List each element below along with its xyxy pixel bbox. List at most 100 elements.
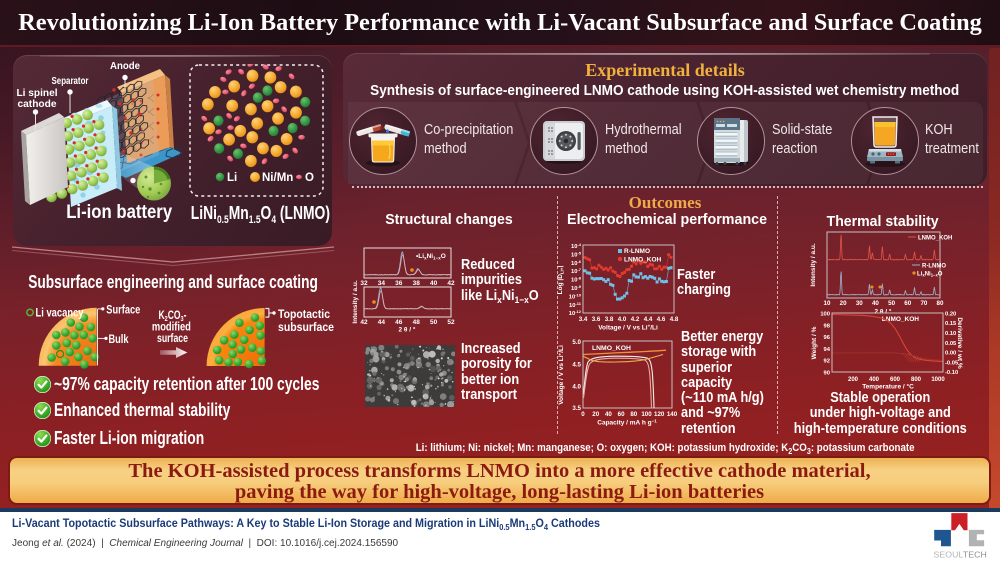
svg-text:98: 98	[824, 323, 831, 329]
svg-text:42: 42	[447, 280, 455, 287]
svg-text:10-6: 10-6	[571, 259, 582, 267]
svg-text:3.5: 3.5	[572, 405, 581, 412]
svg-text:Anode: Anode	[110, 60, 140, 72]
svg-text:Capacity / mA h g−1: Capacity / mA h g−1	[597, 419, 657, 427]
svg-text:800: 800	[911, 377, 922, 383]
svg-text:LixNi1−xO: LixNi1−xO	[917, 272, 943, 278]
svg-text:0.20: 0.20	[945, 312, 956, 318]
svg-text:200: 200	[848, 377, 859, 383]
svg-text:100: 100	[641, 411, 652, 418]
svg-text:10-8: 10-8	[571, 276, 582, 284]
svg-text:LNMO_KOH: LNMO_KOH	[592, 345, 631, 352]
svg-text:20: 20	[592, 411, 599, 418]
svg-text:0.00: 0.00	[945, 351, 956, 357]
svg-text:10-5: 10-5	[571, 250, 582, 258]
svg-text:K2CO3-: K2CO3-	[159, 310, 187, 323]
svg-text:20: 20	[840, 300, 847, 307]
svg-text:Bulk: Bulk	[109, 332, 129, 346]
svg-text:R-LNMO: R-LNMO	[922, 264, 946, 270]
svg-text:Intensity / a.u.: Intensity / a.u.	[352, 280, 359, 324]
svg-text:92: 92	[824, 359, 830, 365]
svg-text:80: 80	[630, 411, 637, 418]
svg-text:80: 80	[937, 300, 944, 307]
svg-text:2 θ / °: 2 θ / °	[399, 326, 416, 333]
svg-text:140: 140	[667, 411, 678, 418]
svg-text:Voltage / V vs Li+/Li: Voltage / V vs Li+/Li	[558, 345, 566, 405]
svg-text:Weight / %: Weight / %	[811, 326, 818, 359]
svg-text:4.2: 4.2	[631, 316, 640, 323]
svg-text:400: 400	[869, 377, 880, 383]
svg-text:40: 40	[430, 280, 438, 287]
svg-text:5.0: 5.0	[572, 339, 581, 346]
svg-text:50: 50	[888, 300, 895, 307]
svg-text:4.6: 4.6	[657, 316, 666, 323]
svg-text:120: 120	[654, 411, 665, 418]
svg-text:2 θ / °: 2 θ / °	[875, 308, 892, 316]
svg-text:3.4: 3.4	[579, 316, 588, 323]
svg-text:10-4: 10-4	[571, 242, 582, 250]
svg-text:10-10: 10-10	[569, 292, 582, 300]
svg-text:modified: modified	[152, 322, 191, 334]
svg-text:Topotactic: Topotactic	[278, 307, 330, 321]
svg-text:Ni/Mn: Ni/Mn	[262, 172, 293, 184]
svg-text:0.10: 0.10	[945, 331, 956, 337]
svg-text:96: 96	[824, 335, 831, 341]
svg-text:44: 44	[378, 319, 386, 326]
svg-text:Li spinel: Li spinel	[17, 87, 58, 99]
svg-text:48: 48	[413, 319, 421, 326]
svg-text:94: 94	[824, 347, 831, 353]
svg-text:600: 600	[890, 377, 901, 383]
svg-text:4.0: 4.0	[618, 316, 627, 323]
svg-text:40: 40	[605, 411, 612, 418]
svg-text:R-LNMO: R-LNMO	[624, 248, 650, 255]
svg-text:100: 100	[820, 312, 830, 318]
svg-text:4.4: 4.4	[644, 316, 653, 323]
svg-text:SEOULTECH: SEOULTECH	[934, 550, 987, 560]
svg-text:0.15: 0.15	[945, 321, 957, 327]
svg-text:Li vacancy: Li vacancy	[36, 306, 84, 320]
svg-text:Separator: Separator	[52, 75, 89, 87]
svg-text:30: 30	[856, 300, 863, 307]
svg-text:38: 38	[413, 280, 421, 287]
svg-text:50: 50	[430, 319, 438, 326]
svg-text:60: 60	[904, 300, 911, 307]
svg-text:4.8: 4.8	[670, 316, 679, 323]
svg-text:40: 40	[872, 300, 879, 307]
svg-text:Voltage / V vs Li+/Li: Voltage / V vs Li+/Li	[598, 324, 658, 332]
svg-text:Derivative / wt %: Derivative / wt %	[956, 317, 963, 369]
svg-text:4.5: 4.5	[572, 361, 581, 368]
svg-text:10-7: 10-7	[571, 267, 582, 275]
svg-text:1000: 1000	[931, 377, 945, 383]
svg-text:10-12: 10-12	[569, 309, 582, 317]
svg-text:60: 60	[618, 411, 625, 418]
svg-text:10-11: 10-11	[569, 301, 582, 309]
svg-text:34: 34	[378, 280, 386, 287]
svg-text:Surface: Surface	[106, 303, 140, 317]
svg-text:32: 32	[360, 280, 368, 287]
svg-text:10-9: 10-9	[571, 284, 582, 292]
svg-text:0.05: 0.05	[945, 341, 957, 347]
svg-text:surface: surface	[157, 333, 188, 345]
svg-text:90: 90	[824, 371, 830, 377]
svg-text:LNMO_KOH: LNMO_KOH	[624, 257, 662, 264]
svg-text:subsurface: subsurface	[278, 320, 334, 334]
svg-text:42: 42	[360, 319, 368, 326]
svg-text:•LixNi1−xO: •LixNi1−xO	[416, 253, 446, 261]
svg-text:-0.05: -0.05	[945, 360, 959, 366]
svg-text:Intensity / a.u.: Intensity / a.u.	[810, 243, 817, 287]
svg-text:Li: Li	[227, 172, 237, 184]
svg-text:O: O	[305, 172, 314, 184]
svg-text:cathode: cathode	[18, 98, 57, 110]
svg-text:Log |DLi+|: Log |DLi+|	[557, 265, 565, 294]
svg-text:-0.10: -0.10	[945, 370, 958, 376]
svg-text:70: 70	[920, 300, 927, 307]
svg-text:36: 36	[395, 280, 403, 287]
svg-text:Temperature / °C: Temperature / °C	[862, 383, 914, 391]
svg-text:52: 52	[447, 319, 455, 326]
svg-text:LNMO_KOH: LNMO_KOH	[918, 236, 952, 242]
svg-text:0: 0	[581, 411, 585, 418]
svg-text:3.6: 3.6	[592, 316, 601, 323]
svg-text:3.8: 3.8	[605, 316, 614, 323]
svg-text:10: 10	[824, 300, 831, 307]
svg-text:LNMO_KOH: LNMO_KOH	[882, 316, 920, 323]
